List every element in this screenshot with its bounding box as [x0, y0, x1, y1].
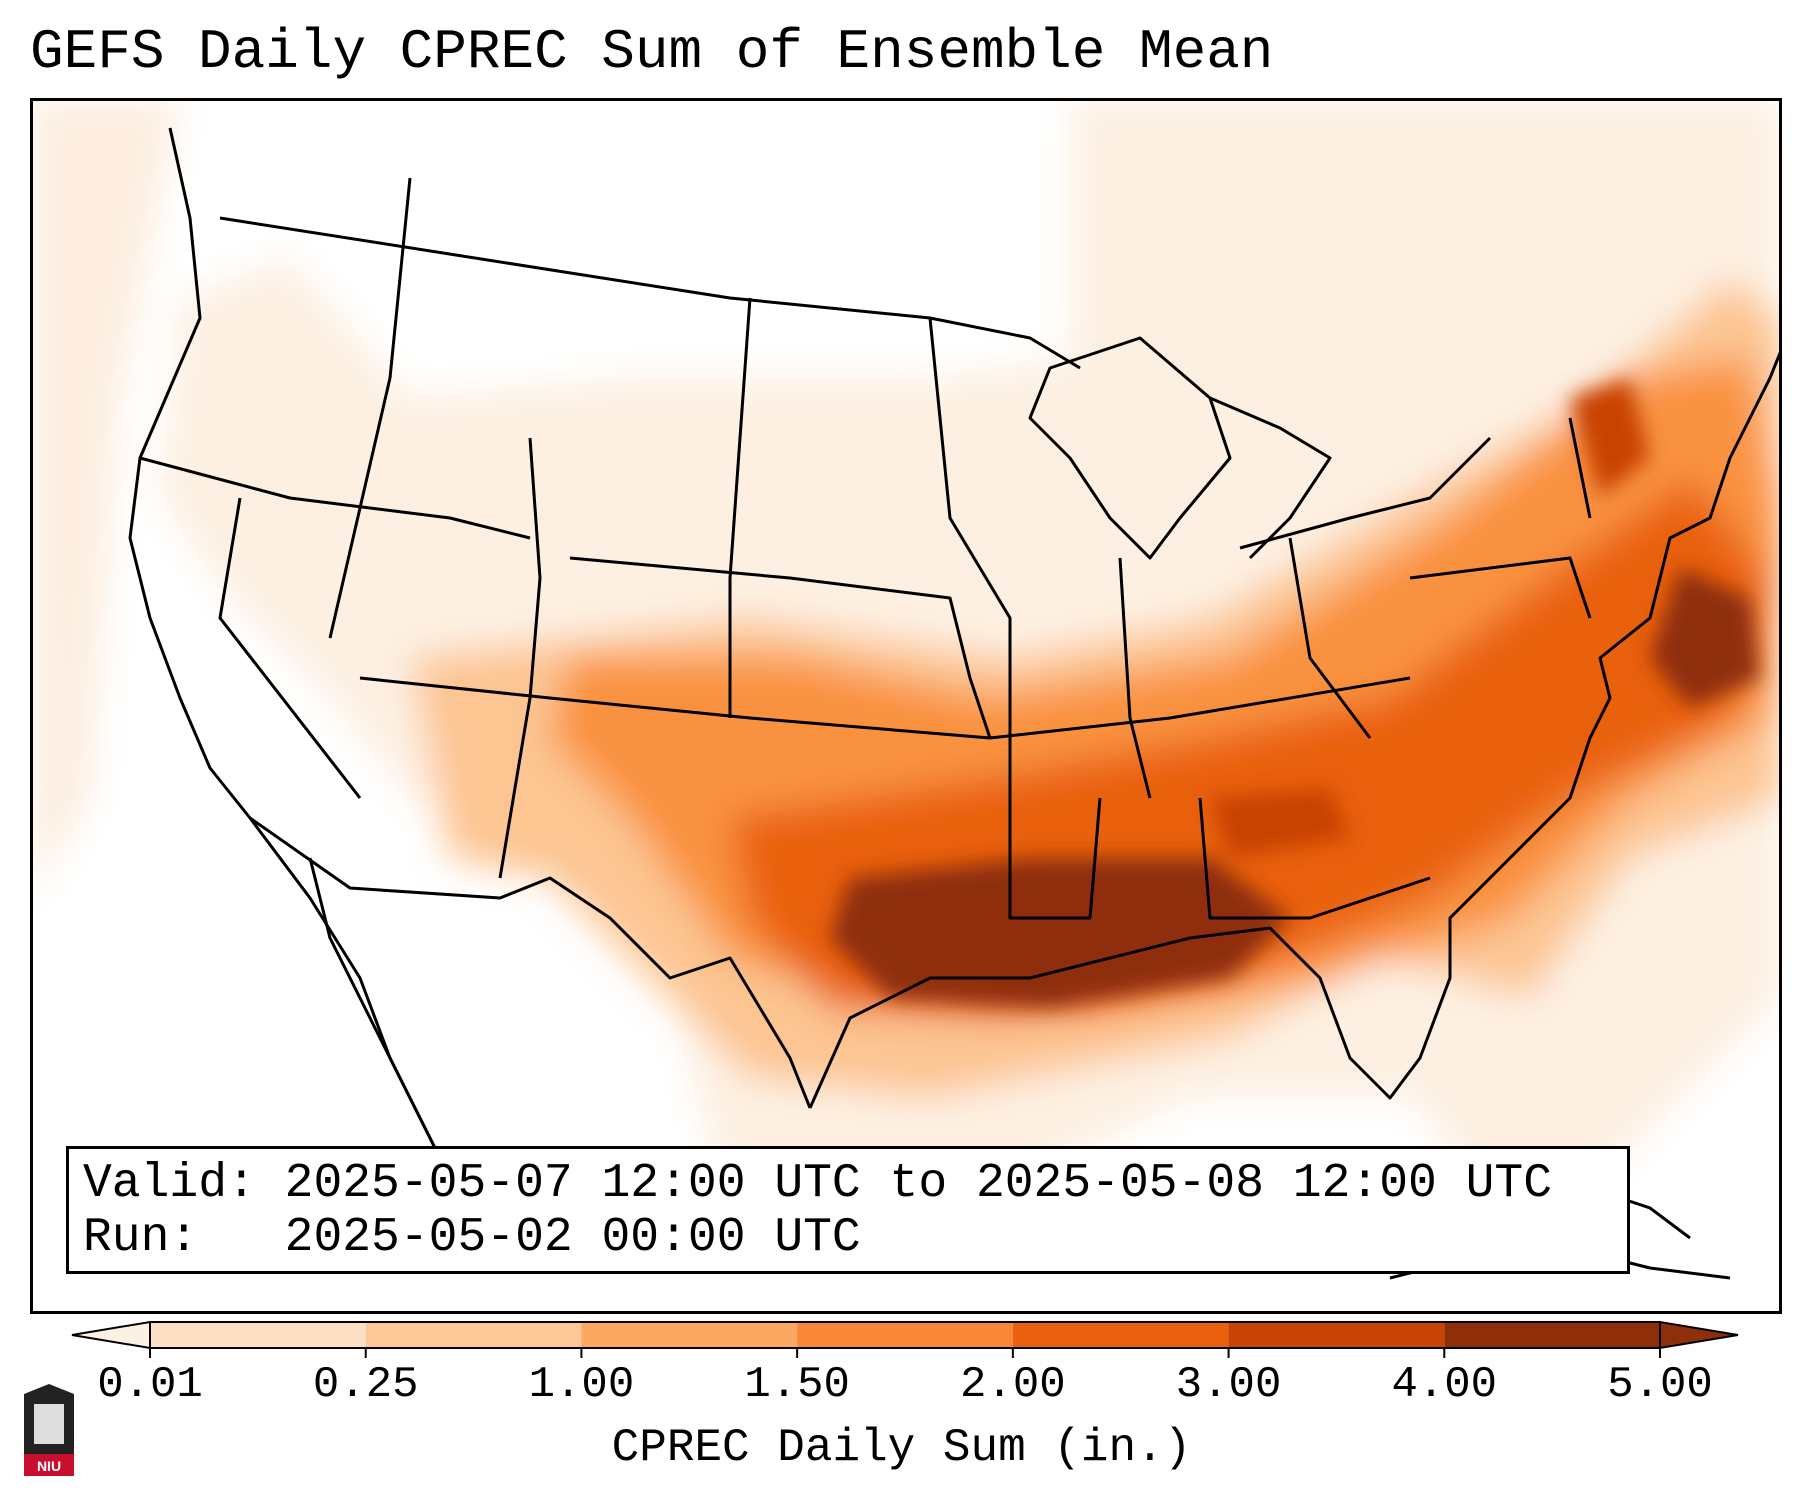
- colorbar-segment: [150, 1322, 366, 1348]
- boundaries: [128, 127, 1782, 1249]
- run-time-text: Run: 2025-05-02 00:00 UTC: [83, 1211, 861, 1265]
- colorbar-extend-high: [1659, 1320, 1739, 1350]
- niu-logo: NIU: [20, 1384, 78, 1480]
- svg-text:NIU: NIU: [37, 1458, 61, 1474]
- map-title: GEFS Daily CPREC Sum of Ensemble Mean: [30, 20, 1274, 84]
- colorbar-segment: [1012, 1322, 1229, 1348]
- precipitation-map: [30, 98, 1782, 1314]
- map-frame: [30, 98, 1782, 1314]
- colorbar: [70, 1310, 1740, 1390]
- colorbar-label: CPREC Daily Sum (in.): [611, 1422, 1192, 1474]
- colorbar-segment: [581, 1322, 798, 1348]
- valid-time-text: Valid: 2025-05-07 12:00 UTC to 2025-05-0…: [83, 1157, 1553, 1211]
- colorbar-segment: [797, 1322, 1013, 1348]
- valid-run-info-box: Valid: 2025-05-07 12:00 UTC to 2025-05-0…: [66, 1146, 1630, 1274]
- precip-core: [830, 378, 1760, 1008]
- colorbar-segment: [1444, 1322, 1660, 1348]
- colorbar-segment: [1228, 1322, 1445, 1348]
- colorbar-tick-label: 0.01: [97, 1360, 203, 1410]
- colorbar-outline: [149, 1321, 1661, 1349]
- colorbar-tick-label: 4.00: [1391, 1360, 1498, 1410]
- colorbar-tick-label: 5.00: [1607, 1360, 1713, 1410]
- colorbar-tick-label: 1.50: [744, 1360, 850, 1410]
- colorbar-tick-label: 2.00: [960, 1360, 1066, 1410]
- colorbar-extend-low: [71, 1320, 151, 1350]
- colorbar-tick-label: 3.00: [1175, 1360, 1282, 1410]
- colorbar-segment: [365, 1322, 582, 1348]
- colorbar-tick-label: 0.25: [312, 1360, 419, 1410]
- colorbar-tick-label: 1.00: [528, 1360, 635, 1410]
